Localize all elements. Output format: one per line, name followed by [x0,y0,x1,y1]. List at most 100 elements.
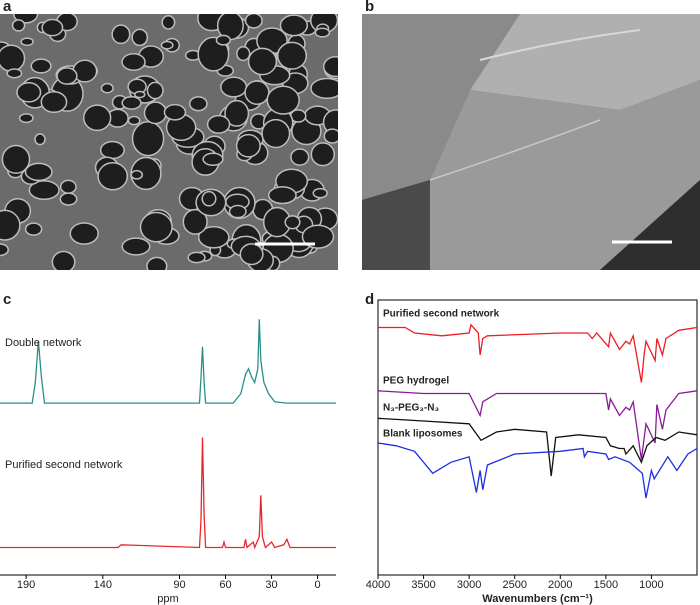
pore [6,68,23,79]
pore [163,103,187,121]
x-tick-label: 190 [17,579,35,591]
pore [202,152,224,167]
series-label: Double network [5,337,82,349]
pore [130,169,144,180]
pore [239,243,264,266]
plot-frame [377,299,698,576]
series-label: PEG hydrogel [383,376,449,387]
pore [301,224,335,249]
pore [188,96,208,112]
x-tick-label: 2000 [548,579,572,591]
pore [244,14,263,29]
pore [0,209,21,241]
pore [40,91,68,114]
pore [236,45,251,62]
panel-label: a [3,0,12,15]
pore [99,140,125,160]
pore [206,114,231,134]
pore [201,190,217,207]
pore [244,80,270,105]
x-tick-label: 0 [315,579,321,591]
pore [24,222,43,236]
pore [51,250,76,270]
pore [267,186,297,205]
pore [310,77,338,100]
pore [276,41,308,70]
pore [34,133,46,146]
pore [100,82,114,94]
x-tick-label: 60 [219,579,231,591]
pore [59,192,78,206]
pore [143,101,168,125]
spectrum-line [0,437,336,550]
pore [247,47,278,76]
pore [121,237,151,256]
pore [161,15,176,30]
pore [97,162,129,191]
x-axis-label: Wavenumbers (cm⁻¹) [482,593,593,605]
pore [28,180,60,201]
pore [0,243,9,257]
spectrum-line [378,323,698,383]
pore [11,19,26,32]
pore [133,90,146,99]
pore [284,215,301,230]
pore [111,24,131,45]
series-label: Blank liposomes [383,429,463,440]
pore [322,56,338,78]
pore [146,256,168,270]
pore [197,225,230,249]
pore [121,95,142,110]
pore [30,58,52,74]
panel-label: b [365,0,374,15]
pore [56,67,78,85]
pore [121,53,146,71]
pore [20,37,34,47]
pore [160,40,174,50]
pore [310,142,336,167]
pore [131,121,165,157]
pore [16,82,42,103]
pore [224,99,250,127]
x-tick-label: 1000 [639,579,663,591]
pore [197,36,230,72]
pore [215,34,231,46]
x-tick-label: 2500 [502,579,526,591]
pore [41,18,64,37]
x-tick-label: 30 [265,579,277,591]
series-label: N₃-PEG₃-N₃ [383,403,439,414]
x-axis-label: ppm [157,593,178,605]
x-tick-label: 90 [173,579,185,591]
pore [127,115,141,126]
pore [279,14,309,37]
pore [228,204,247,219]
pore [314,27,331,38]
pore [24,162,53,182]
series-label: Purified second network [5,459,123,471]
pore [18,113,34,124]
pore [131,28,149,47]
pore [0,44,26,72]
pore [59,179,77,194]
spectrum-line [377,442,698,499]
sem-image-a [0,14,338,270]
sem-image-b [362,14,700,270]
pore [266,85,300,115]
pore [290,148,310,166]
pore [139,211,173,243]
spectrum-line [0,319,336,404]
spectrum-line [377,390,698,460]
x-tick-label: 140 [94,579,112,591]
pore [69,222,99,245]
pore [182,208,208,235]
pore [82,104,112,132]
pore [1,144,31,174]
pore [235,133,261,158]
x-tick-label: 1500 [594,579,618,591]
spectrum-line [377,417,698,477]
series-label: Purified second network [383,309,500,320]
panel-label: d [365,291,374,308]
x-tick-label: 3500 [411,579,435,591]
